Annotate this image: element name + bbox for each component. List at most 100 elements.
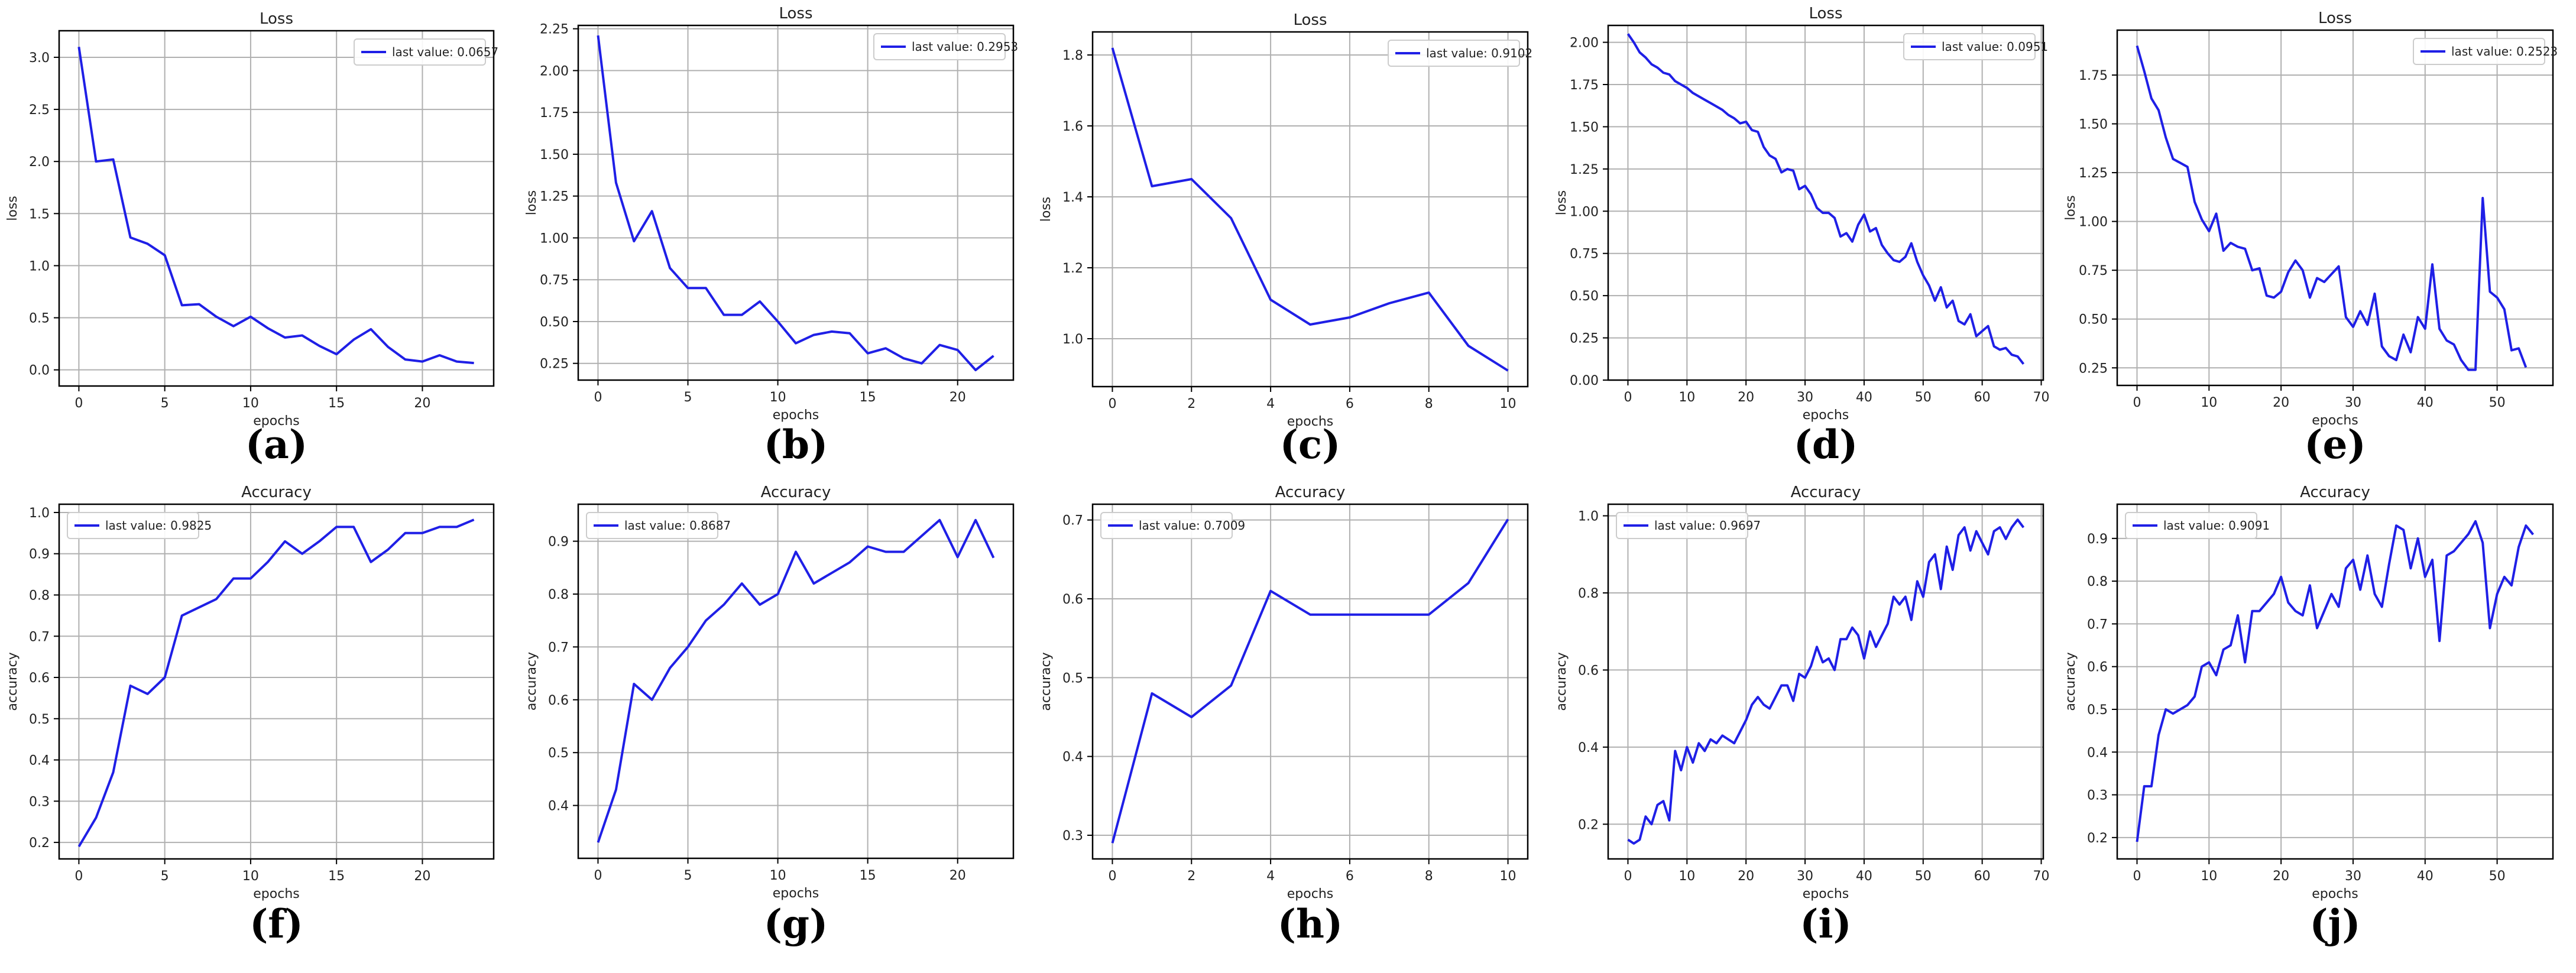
x-tick-label: 30 (2345, 869, 2361, 884)
y-axis-label: accuracy (2063, 652, 2078, 711)
legend: last value: 0.9091 (2125, 512, 2270, 539)
y-tick-label: 1.6 (1062, 119, 1083, 134)
x-tick-label: 10 (2201, 869, 2217, 884)
x-tick-label: 0 (74, 869, 83, 884)
y-tick-label: 0.7 (29, 630, 50, 644)
y-tick-label: 0.4 (548, 799, 569, 814)
chart-title: Loss (779, 5, 812, 22)
x-tick-label: 70 (2033, 390, 2050, 405)
y-tick-label: 0.5 (2087, 703, 2108, 718)
y-tick-label: 2.00 (540, 64, 569, 79)
y-tick-label: 0.2 (29, 836, 50, 851)
x-tick-label: 5 (684, 390, 692, 405)
legend: last value: 0.8687 (586, 512, 731, 539)
x-tick-label: 30 (2345, 395, 2361, 410)
y-tick-label: 0.8 (1578, 586, 1599, 601)
panel-label: (f) (250, 901, 303, 947)
legend-box (1100, 512, 1233, 539)
legend-label: last value: 0.9091 (2163, 518, 2270, 533)
chart-panel-g: 0 5 10 15 20 0.4 0.5 0.6 0.7 0.8 0.9 Accuracy epochs… (524, 484, 1015, 947)
y-tick-label: 0.4 (1578, 741, 1599, 755)
legend-label: last value: 0.2523 (2451, 44, 2558, 59)
x-tick-label: 15 (860, 390, 876, 405)
y-tick-label: 2.0 (29, 155, 50, 170)
y-tick-label: 0.50 (540, 315, 569, 330)
plot-frame (577, 503, 1015, 860)
y-tick-label: 0.3 (1062, 829, 1083, 844)
x-tick-label: 0 (1108, 869, 1116, 884)
panel-label: (h) (1278, 901, 1343, 947)
plot-frame (577, 24, 1015, 381)
y-tick-label: 2.25 (540, 22, 569, 37)
x-tick-label: 4 (1266, 869, 1275, 884)
legend: last value: 0.9697 (1616, 512, 1761, 539)
y-tick-label: 1.5 (29, 207, 50, 222)
legend-box (354, 38, 486, 66)
x-tick-label: 20 (414, 396, 430, 411)
panel-label: (a) (245, 421, 307, 468)
y-tick-label: 1.0 (29, 259, 50, 274)
y-tick-label: 1.00 (540, 231, 569, 246)
y-tick-label: 0.6 (2087, 660, 2108, 675)
y-tick-label: 0.75 (540, 273, 569, 288)
chart-title: Loss (1809, 5, 1842, 22)
legend-label: last value: 0.0951 (1942, 40, 2048, 54)
chart-title: Accuracy (241, 484, 312, 501)
y-axis-label: loss (2063, 195, 2078, 220)
y-tick-label: 0.5 (1062, 671, 1083, 686)
y-tick-label: 0.0 (29, 364, 50, 378)
x-tick-label: 60 (1974, 390, 1991, 405)
panel-label: (c) (1280, 421, 1341, 468)
x-tick-label: 4 (1266, 397, 1275, 411)
x-tick-label: 10 (2201, 395, 2217, 410)
y-tick-label: 0.00 (1570, 374, 1599, 388)
y-tick-label: 1.4 (1062, 190, 1083, 205)
x-tick-label: 2 (1187, 397, 1195, 411)
x-tick-label: 20 (2273, 395, 2289, 410)
y-tick-label: 0.75 (2079, 264, 2108, 278)
chart-title: Accuracy (1791, 484, 1861, 501)
y-tick-label: 0.75 (1570, 247, 1599, 262)
legend: last value: 0.2523 (2413, 38, 2558, 65)
x-tick-label: 20 (2273, 869, 2289, 884)
y-tick-label: 1.50 (1570, 120, 1599, 135)
y-tick-label: 0.50 (2079, 313, 2108, 327)
y-tick-label: 1.25 (1570, 163, 1599, 177)
y-tick-label: 0.8 (548, 588, 569, 602)
legend-label: last value: 0.7009 (1139, 518, 1245, 533)
series-line (597, 518, 995, 843)
y-tick-label: 1.25 (2079, 166, 2108, 181)
x-tick-label: 2 (1187, 869, 1195, 884)
x-tick-label: 40 (1856, 869, 1872, 884)
legend-box (2125, 512, 2257, 539)
y-tick-label: 1.2 (1062, 261, 1083, 276)
legend-box (67, 512, 199, 539)
y-tick-label: 0.25 (540, 357, 569, 372)
series-line (77, 518, 475, 848)
x-tick-label: 0 (1624, 390, 1632, 405)
chart-panel-c: 0 2 4 6 8 10 1.0 1.2 1.4 1.6 1.8 Loss epochs loss last… (1039, 11, 1532, 468)
y-tick-label: 0.50 (1570, 289, 1599, 304)
y-tick-label: 0.3 (2087, 789, 2108, 803)
x-tick-label: 20 (950, 868, 966, 883)
chart-title: Loss (260, 10, 293, 28)
legend-box (2413, 38, 2545, 65)
legend-label: last value: 0.0657 (392, 45, 498, 59)
y-tick-label: 0.4 (2087, 745, 2108, 760)
plot-frame (58, 503, 495, 860)
y-tick-label: 0.6 (29, 671, 50, 686)
y-tick-label: 0.7 (548, 640, 569, 655)
x-axis-label: epochs (1287, 887, 1333, 901)
y-tick-label: 0.9 (548, 535, 569, 550)
plot-frame (58, 30, 495, 387)
x-tick-label: 20 (414, 869, 430, 884)
y-tick-label: 0.8 (29, 588, 50, 603)
y-axis-label: loss (5, 196, 20, 221)
legend-label: last value: 0.2953 (912, 40, 1018, 54)
x-tick-label: 0 (1108, 397, 1116, 411)
x-tick-label: 6 (1346, 869, 1354, 884)
y-tick-label: 3.0 (29, 51, 50, 66)
y-axis-label: loss (1554, 190, 1569, 216)
x-tick-label: 0 (594, 868, 602, 883)
y-tick-label: 1.75 (2079, 69, 2108, 83)
